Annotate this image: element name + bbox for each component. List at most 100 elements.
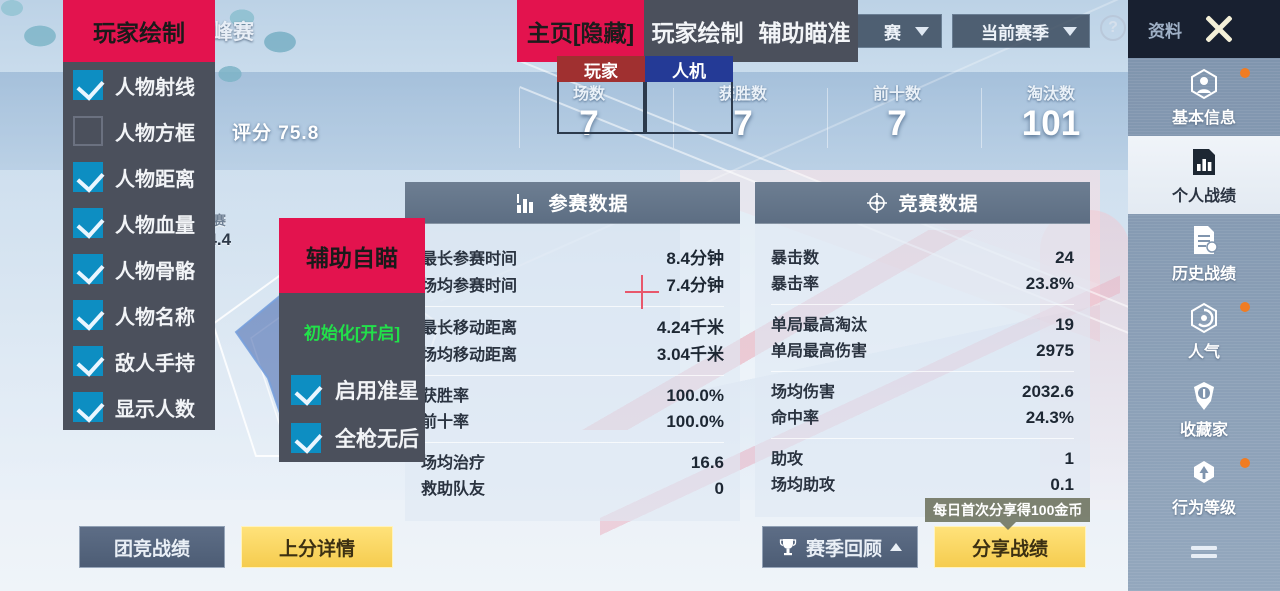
sidebar-item-history-record[interactable]: 历史战绩 — [1128, 214, 1280, 292]
checkbox-icon[interactable] — [73, 208, 103, 238]
option-row[interactable]: 人物骨骼 — [63, 246, 215, 292]
history-doc-icon — [1194, 225, 1218, 254]
sidebar-item-behavior-level[interactable]: 行为等级 — [1128, 448, 1280, 526]
card-title: 竞赛数据 — [898, 194, 979, 215]
share-record-button[interactable]: 分享战绩 — [934, 526, 1086, 568]
stat-label: 淘汰数 — [1026, 86, 1075, 103]
team-record-button[interactable]: 团竞战绩 — [79, 526, 225, 568]
option-row[interactable]: 启用准星 — [279, 366, 425, 414]
cheat-tab-player-draw[interactable]: 玩家绘制 — [651, 20, 744, 46]
checkbox-icon[interactable] — [291, 423, 321, 453]
sidebar-item-basic-info[interactable]: 基本信息 — [1128, 58, 1280, 136]
option-row[interactable]: 显示人数 — [63, 384, 215, 430]
stat-row: 场均参赛时间 7.4分钟 — [421, 270, 724, 297]
mode-dropdown-value: 赛 — [884, 23, 901, 43]
option-row[interactable]: 人物名称 — [63, 292, 215, 338]
collector-badge-icon — [1194, 381, 1214, 410]
stat-row: 助攻 1 — [771, 444, 1074, 470]
option-row[interactable]: 全枪无后 — [279, 414, 425, 462]
card-combat-data: 竞赛数据 暴击数 24 暴击率 23.8% 单局最高淘汰 19 单局最高伤害 2975 … — [755, 182, 1090, 517]
card-body: 最长参赛时间 8.4分钟 场均参赛时间 7.4分钟 最长移动距离 4.24千米 场均移… — [405, 224, 740, 521]
share-tip-label: 每日首次分享得100金币 — [933, 502, 1083, 518]
notification-dot — [1240, 302, 1250, 312]
stat-value: 0 — [714, 479, 724, 498]
player-draw-panel-body: 人物射线 人物方框 人物距离 人物血量 人物骨骼 人物名称 敌人手持 显示人数 — [63, 62, 215, 430]
aimbot-panel-body: 初始化[开启] 启用准星 全枪无后 — [279, 293, 425, 462]
option-row[interactable]: 人物方框 — [63, 108, 215, 154]
sidebar-item-popularity[interactable]: 人气 — [1128, 292, 1280, 370]
stat-row: 救助队友 0 — [421, 474, 724, 500]
checkbox-icon[interactable] — [73, 254, 103, 284]
toggle-player[interactable]: 玩家 — [557, 56, 645, 134]
stat-row: 单局最高淘汰 19 — [771, 310, 1074, 336]
chevron-down-icon — [915, 26, 929, 36]
menu-lines-icon[interactable] — [1128, 526, 1280, 578]
option-row[interactable]: 人物血量 — [63, 200, 215, 246]
checkbox-icon[interactable] — [73, 70, 103, 100]
stat-group: 最长移动距离 4.24千米 场均移动距离 3.04千米 — [421, 307, 724, 376]
checkbox-icon[interactable] — [73, 346, 103, 376]
stat-row: 获胜率 100.0% — [421, 381, 724, 407]
card-match-data: 参赛数据 最长参赛时间 8.4分钟 场均参赛时间 7.4分钟 最长移动距离 4.24千… — [405, 182, 740, 521]
stat-value: 7.4分钟 — [666, 276, 724, 295]
option-label: 人物名称 — [115, 306, 195, 329]
option-row[interactable]: 人物射线 — [63, 62, 215, 108]
rank-detail-label: 上分详情 — [278, 538, 355, 560]
stat-wins: 获胜数 7 — [663, 80, 823, 144]
stat-key: 场均治疗 — [421, 455, 486, 472]
chevron-up-icon — [890, 543, 902, 551]
aimbot-status: 初始化[开启] — [303, 324, 401, 343]
sidebar-item-label: 人气 — [1187, 343, 1220, 361]
sidebar-item-collector[interactable]: 收藏家 — [1128, 370, 1280, 448]
rank-detail-button[interactable]: 上分详情 — [241, 526, 393, 568]
share-reward-tooltip: 每日首次分享得100金币 — [925, 498, 1091, 522]
option-label: 人物方框 — [115, 122, 195, 145]
season-review-label: 赛季回顾 — [805, 538, 882, 560]
stat-key: 场均参赛时间 — [421, 278, 518, 295]
checkbox-icon[interactable] — [73, 300, 103, 330]
cheat-tab-aim-assist[interactable]: 辅助瞄准 — [758, 20, 851, 46]
stat-key: 场均移动距离 — [421, 347, 518, 364]
cheat-tab-home[interactable]: 主页[隐藏] — [517, 0, 644, 62]
share-record-label: 分享战绩 — [971, 538, 1048, 560]
mode-label-partial: 峰赛 — [212, 21, 254, 44]
option-row[interactable]: 敌人手持 — [63, 338, 215, 384]
option-label: 人物血量 — [115, 214, 195, 237]
help-icon[interactable]: ? — [1100, 15, 1126, 41]
option-label: 启用准星 — [335, 380, 419, 403]
stat-separator — [981, 88, 982, 148]
season-review-button[interactable]: 赛季回顾 — [762, 526, 918, 568]
stat-value: 100.0% — [666, 412, 724, 431]
toggle-bot-label: 人机 — [645, 56, 733, 82]
stat-key: 前十率 — [421, 414, 470, 431]
toggle-bot[interactable]: 人机 — [645, 56, 733, 134]
stat-key: 最长移动距离 — [421, 320, 518, 337]
card-body: 暴击数 24 暴击率 23.8% 单局最高淘汰 19 单局最高伤害 2975 场均伤害 2… — [755, 224, 1090, 517]
option-row[interactable]: 人物距离 — [63, 154, 215, 200]
sidebar-item-label: 基本信息 — [1171, 109, 1236, 127]
stat-row: 场均助攻 0.1 — [771, 470, 1074, 496]
sidebar-item-personal-record[interactable]: 个人战绩 — [1128, 136, 1280, 214]
close-icon[interactable] — [1196, 6, 1242, 52]
stat-value: 4.24千米 — [656, 318, 724, 337]
checkbox-icon[interactable] — [73, 116, 103, 146]
stat-top10: 前十数 7 — [817, 80, 977, 144]
stat-row: 场均伤害 2032.6 — [771, 377, 1074, 403]
checkbox-icon[interactable] — [73, 392, 103, 422]
sidebar-item-label: 收藏家 — [1179, 421, 1228, 439]
stat-row: 暴击数 24 — [771, 243, 1074, 269]
checkbox-icon[interactable] — [73, 162, 103, 192]
stat-row: 单局最高伤害 2975 — [771, 336, 1074, 362]
stat-group: 场均伤害 2032.6 命中率 24.3% — [771, 372, 1074, 439]
profile-hex-icon — [1191, 68, 1217, 99]
stat-group: 最长参赛时间 8.4分钟 场均参赛时间 7.4分钟 — [421, 238, 724, 307]
stat-label: 获胜数 — [718, 86, 767, 103]
season-dropdown[interactable]: 当前赛季 — [952, 14, 1090, 48]
sidebar-item-label: 行为等级 — [1171, 499, 1236, 517]
stat-value: 23.8% — [1025, 274, 1074, 293]
stat-value: 16.6 — [690, 453, 724, 472]
checkbox-icon[interactable] — [291, 375, 321, 405]
bar-chart-icon — [517, 193, 534, 213]
stat-separator — [827, 88, 828, 148]
stat-value: 2032.6 — [1022, 382, 1074, 401]
